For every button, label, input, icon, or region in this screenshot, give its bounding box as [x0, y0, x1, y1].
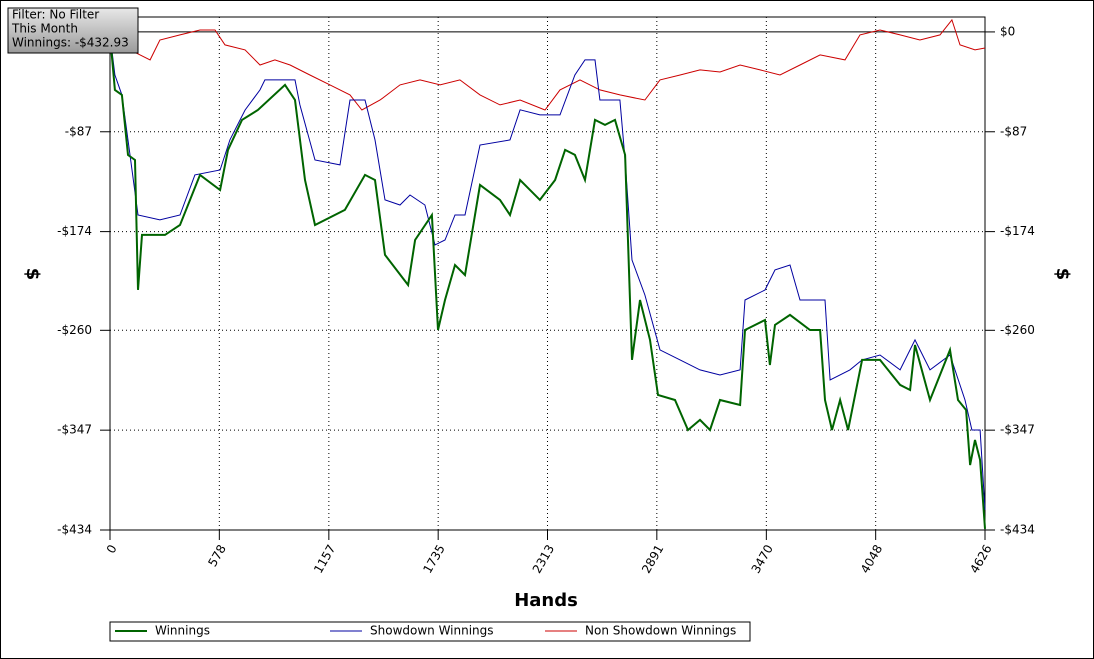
- info-text: Filter: No Filter: [12, 8, 99, 22]
- legend-box: [109, 621, 751, 642]
- legend-label: Non Showdown Winnings: [585, 624, 736, 638]
- line-series: [109, 34, 986, 529]
- y-tick-label: -$347: [57, 423, 92, 437]
- y2-tick-label: -$260: [1000, 323, 1035, 337]
- y-tick-label: -$260: [57, 323, 92, 337]
- info-text: This Month: [11, 22, 78, 36]
- line-series: [109, 34, 986, 510]
- legend-label: Winnings: [155, 624, 210, 638]
- y2-tick-label: -$434: [1000, 523, 1035, 537]
- info-box: [7, 7, 139, 54]
- y2-tick-label: -$87: [1000, 124, 1027, 138]
- y-tick-label: -$174: [57, 224, 92, 238]
- info-text: Winnings: -$432.93: [12, 36, 129, 50]
- y2-tick-label: -$174: [1000, 224, 1035, 238]
- x-axis-label: Hands: [514, 590, 578, 611]
- line-series: [109, 18, 986, 111]
- y2-tick-label: $0: [1000, 24, 1015, 38]
- y2-axis-label: $: [1052, 268, 1073, 281]
- y-tick-label: -$87: [65, 124, 92, 138]
- y-tick-label: -$434: [57, 523, 92, 537]
- y2-tick-label: -$347: [1000, 423, 1035, 437]
- plot-border: [109, 16, 986, 531]
- y-axis-label: $: [22, 268, 43, 281]
- legend-label: Showdown Winnings: [370, 624, 494, 638]
